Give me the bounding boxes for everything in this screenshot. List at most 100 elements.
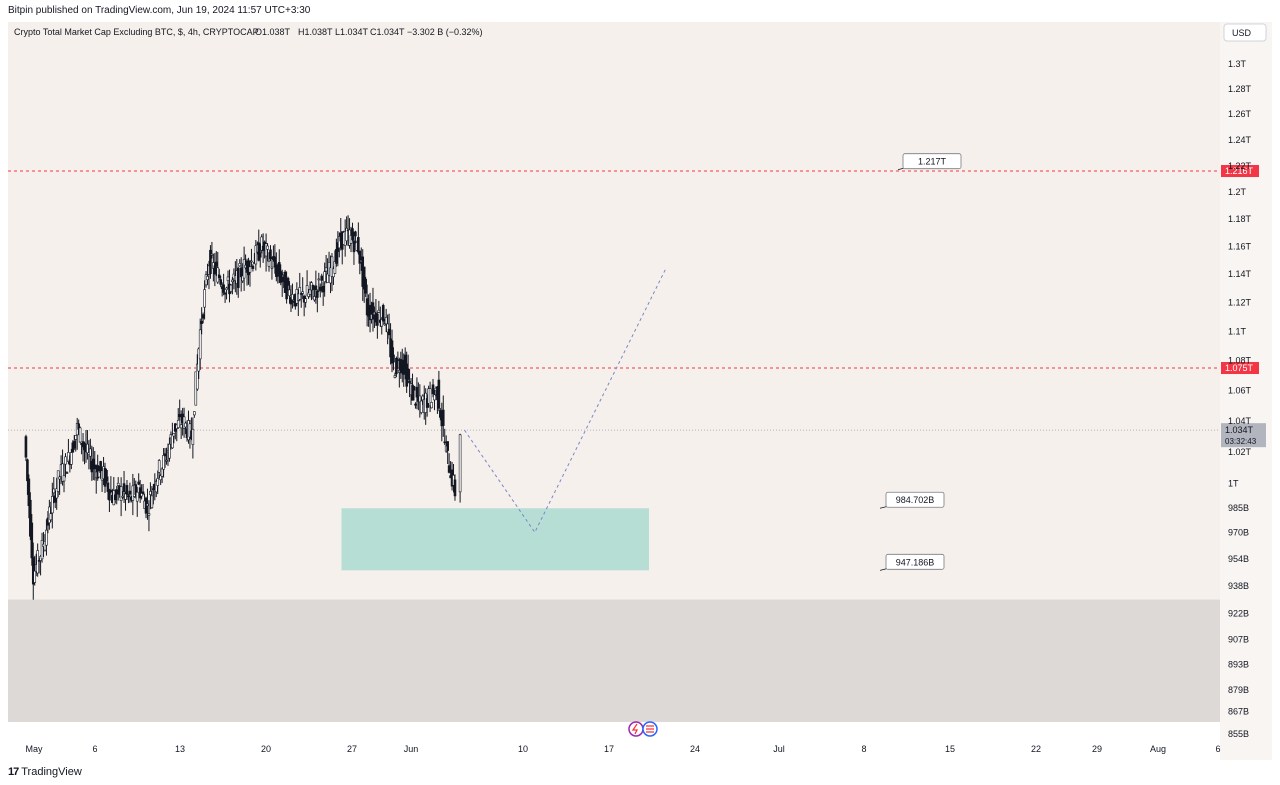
y-tick-22: 893B: [1228, 659, 1249, 669]
x-tick-7: 17: [604, 744, 614, 754]
lightning-icon[interactable]: [628, 721, 644, 737]
level-tag-1: 1.075T: [1221, 362, 1259, 375]
y-tick-6: 1.18T: [1228, 214, 1252, 224]
y-tick-0: 1.3T: [1228, 59, 1247, 69]
x-tick-9: Jul: [773, 744, 785, 754]
y-tick-3: 1.24T: [1228, 135, 1252, 145]
candle-225: [354, 230, 357, 244]
candle-122: [203, 280, 206, 320]
candle-211: [333, 250, 337, 274]
candle-278: [431, 378, 435, 398]
candle-63: [116, 477, 120, 501]
countdown-label: 03:32:43: [1225, 437, 1257, 446]
price-axis-background: [1220, 22, 1272, 760]
change-value: −3.302 B (−0.32%): [407, 27, 483, 37]
currency-button[interactable]: USD: [1223, 23, 1267, 42]
candle-18: [51, 482, 54, 529]
x-tick-2: 13: [175, 744, 185, 754]
candle-160: [258, 243, 262, 268]
y-tick-5: 1.2T: [1228, 187, 1247, 197]
candle-115: [193, 411, 196, 418]
candle-84: [147, 500, 151, 532]
y-tick-4: 1.22T: [1228, 161, 1252, 171]
candle-69: [125, 480, 129, 500]
brand-label: TradingView: [21, 766, 82, 778]
candle-14: [45, 519, 48, 556]
candle-154: [250, 248, 253, 267]
candle-31: [70, 448, 73, 470]
y-tick-13: 1.04T: [1228, 416, 1252, 426]
price-axis: 1.3T 1.28T 1.26T 1.24T 1.22T 1.2T 1.18T 1.16T 1.…: [1228, 59, 1252, 739]
candle-6: [33, 555, 37, 586]
candle-37: [78, 426, 82, 444]
candle-27: [64, 453, 67, 478]
y-tick-12: 1.06T: [1228, 385, 1252, 395]
candle-71: [128, 482, 132, 503]
current-price-label: 1.034T: [1225, 425, 1254, 435]
candle-0: [24, 434, 28, 462]
candle-91: [157, 459, 161, 479]
y-tick-18: 954B: [1228, 554, 1249, 564]
candle-135: [222, 273, 225, 296]
candle-90: [156, 470, 160, 495]
candle-119: [198, 318, 202, 370]
chart-canvas[interactable]: 1.216T 1.075T 1.034T 03:32:43 1.217T 984.702…: [0, 22, 1280, 760]
chart-legend: Crypto Total Market Cap Excluding BTC, $…: [14, 27, 483, 37]
x-tick-4: 27: [347, 744, 357, 754]
x-tick-12: 22: [1031, 744, 1041, 754]
candle-4: [30, 514, 34, 566]
candle-198: [314, 270, 318, 304]
x-tick-15: 6: [1215, 744, 1220, 754]
level-tag-0: 1.216T: [1221, 165, 1259, 178]
candle-285: [441, 395, 445, 437]
callout-1: 984.702B: [879, 491, 945, 509]
x-tick-3: 20: [261, 744, 271, 754]
candle-279: [433, 390, 436, 411]
candle-56: [106, 476, 110, 500]
candle-251: [392, 347, 395, 371]
candle-202: [320, 273, 324, 293]
candle-189: [301, 277, 304, 300]
currency-button-label: USD: [1232, 28, 1252, 38]
callout-2: 947.186B: [879, 553, 945, 571]
published-banner: Bitpin published on TradingView.com, Jun…: [0, 0, 1280, 22]
candle-200: [317, 272, 321, 293]
level-label-0: 1.216T: [1225, 166, 1254, 176]
tradingview-brand[interactable]: 17 TradingView: [8, 766, 82, 778]
high-value: H1.038T: [298, 27, 333, 37]
y-tick-8: 1.14T: [1228, 269, 1252, 279]
candle-76: [135, 486, 139, 517]
y-tick-14: 1.02T: [1228, 447, 1252, 457]
tradingview-logo-icon: 17: [8, 766, 19, 778]
chart-icons[interactable]: [628, 721, 658, 737]
candle-244: [381, 303, 385, 324]
gray-zone: [8, 599, 1220, 722]
candle-104: [176, 408, 180, 429]
candle-57: [108, 488, 111, 512]
candle-227: [357, 222, 360, 255]
candle-155: [251, 264, 255, 272]
candle-133: [219, 275, 222, 288]
candle-153: [248, 259, 252, 287]
candle-80: [141, 483, 145, 496]
x-tick-8: 24: [690, 744, 700, 754]
y-tick-2: 1.26T: [1228, 109, 1252, 119]
x-tick-10: 8: [861, 744, 866, 754]
candle-165: [266, 243, 269, 262]
published-text: Bitpin published on TradingView.com, Jun…: [8, 5, 311, 16]
candle-114: [191, 417, 195, 459]
candle-240: [376, 311, 379, 339]
y-tick-1: 1.28T: [1228, 84, 1252, 94]
callout-0: 1.217T: [897, 153, 962, 171]
y-tick-16: 985B: [1228, 503, 1249, 513]
candlestick-series: [24, 215, 462, 600]
x-tick-0: May: [25, 744, 43, 754]
candle-277: [430, 401, 433, 409]
candle-276: [428, 381, 432, 413]
x-tick-6: 10: [518, 744, 528, 754]
y-tick-25: 855B: [1228, 729, 1249, 739]
candle-137: [225, 286, 228, 300]
candle-145: [236, 266, 240, 298]
y-tick-9: 1.12T: [1228, 297, 1252, 307]
close-value: C1.034T: [370, 27, 405, 37]
